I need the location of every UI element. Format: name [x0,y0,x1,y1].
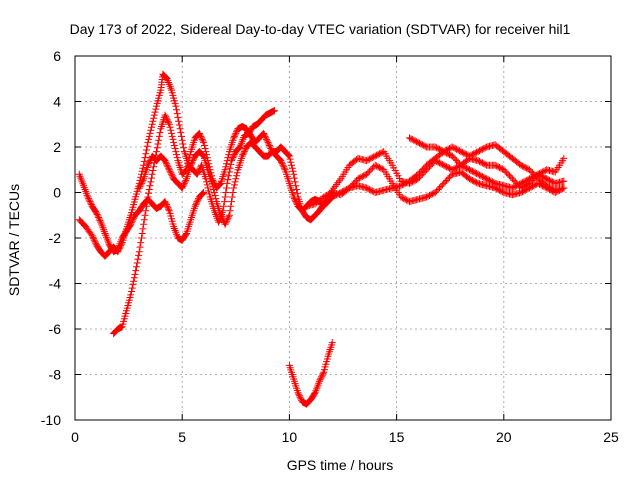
series-markers [406,134,568,192]
x-tick-label: 25 [603,429,619,445]
y-tick-label: 4 [53,94,61,110]
y-tick-label: -4 [49,276,62,292]
series-markers [110,111,568,338]
series-track-c [110,111,568,338]
chart-title: Day 173 of 2022, Sidereal Day-to-day VTE… [70,21,571,37]
y-tick-label: 2 [53,139,61,155]
x-tick-label: 0 [71,429,79,445]
series-markers [303,161,568,210]
y-tick-label: -8 [49,367,62,383]
series-markers [75,170,208,256]
x-axis-label: GPS time / hours [287,457,394,473]
series-track-a [75,170,208,256]
series-track-e [285,339,336,408]
y-tick-label: 0 [53,185,61,201]
x-tick-label: 15 [389,429,405,445]
x-tick-label: 10 [282,429,298,445]
x-tick-label: 5 [178,429,186,445]
y-tick-label: -6 [49,321,62,337]
y-axis-label: SDTVAR / TECUs [6,184,22,296]
series-track-f [303,161,568,210]
y-tick-label: 6 [53,48,61,64]
series-layer [75,70,568,408]
ticks [74,55,612,421]
series-markers [285,339,336,408]
y-tick-label: -2 [49,230,62,246]
series-track-g [406,134,568,192]
x-tick-label: 20 [496,429,512,445]
y-tick-label: -10 [41,412,61,428]
